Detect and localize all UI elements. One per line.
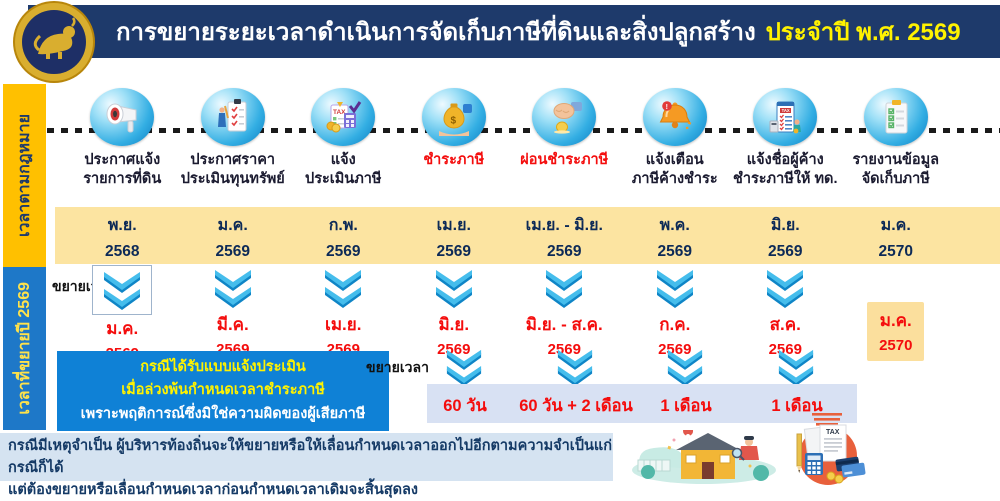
- legal-date: ม.ค.2570: [841, 213, 952, 261]
- info-line: เมื่อล่วงพ้นกำหนดเวลาชำระภาษี: [121, 379, 325, 402]
- sidebar-legal-time: เวลาตามกฎหมาย: [3, 84, 46, 267]
- sidebar-legal-label: เวลาตามกฎหมาย: [12, 114, 37, 237]
- page-title-text: การขยายระยะเวลาดำเนินการจัดเก็บภาษีที่ดิ…: [116, 19, 756, 46]
- dla-singha-emblem-logo: [12, 0, 96, 84]
- legal-months-row: พ.ย.2568 ม.ค.2569 ก.พ.2569 เม.ย.2569 เม.…: [67, 213, 951, 261]
- step-label: รายการที่ดิน: [83, 170, 161, 189]
- legal-date: มิ.ย.2569: [730, 213, 841, 261]
- sidebar-extended-label: เวลาที่ขยายปี 2569: [12, 282, 37, 415]
- footer-line: กรณีมีเหตุจำเป็น ผู้บริหารท้องถิ่นจะให้ข…: [8, 436, 613, 480]
- pay-tax-icon: $: [422, 88, 486, 146]
- double-chevron-down-icon: [774, 348, 818, 386]
- extended-date: เม.ย.2569: [288, 266, 399, 362]
- footer-line: แต่ต้องขยายหรือเลื่อนกำหนดเวลาก่อนกำหนดเ…: [8, 480, 613, 501]
- svg-text:$: $: [450, 116, 456, 127]
- double-chevron-down-icon: [553, 348, 597, 386]
- step-label: แจ้ง: [305, 151, 381, 170]
- header-bar: การขยายระยะเวลาดำเนินการจัดเก็บภาษีที่ดิ…: [28, 5, 1000, 58]
- reminder-bell-icon: !: [643, 88, 707, 146]
- step-label: แจ้งชื่อผู้ค้าง: [733, 151, 838, 170]
- step-label: แจ้งเตือน: [632, 151, 718, 170]
- sidebar-extended-time: เวลาที่ขยายปี 2569: [3, 267, 46, 430]
- extended-date: มี.ค.2569: [178, 266, 289, 362]
- extend-time-label: ขยายเวลา: [366, 357, 429, 379]
- step-price-announce: ประกาศราคาประเมินทุนทรัพย์: [178, 88, 289, 189]
- step-overdue-reminder: ! แจ้งเตือนภาษีค้างชำระ: [620, 88, 731, 189]
- megaphone-icon: [90, 88, 154, 146]
- duration-value: 60 วัน + 2 เดือน: [519, 393, 633, 419]
- double-chevron-down-icon: [663, 348, 707, 386]
- double-chevron-down-icon: [442, 348, 486, 386]
- svg-text:TAX: TAX: [782, 108, 790, 113]
- step-label: ประกาศแจ้ง: [83, 151, 161, 170]
- double-chevron-down-icon: [762, 266, 808, 310]
- legal-date: เม.ย.2569: [399, 213, 510, 261]
- legal-date: ก.พ.2569: [288, 213, 399, 261]
- tax-assessment-icon: TAX: [311, 88, 375, 146]
- legal-date: พ.ย.2568: [67, 213, 178, 261]
- step-label: ชำระภาษี: [423, 151, 484, 170]
- page-title-year: ประจำปี พ.ศ. 2569: [766, 19, 961, 46]
- installment-pay-icon: [532, 88, 596, 146]
- legal-date: เม.ย. - มิ.ย.2569: [509, 213, 620, 261]
- footer-note: กรณีมีเหตุจำเป็น ผู้บริหารท้องถิ่นจะให้ข…: [0, 433, 613, 481]
- extended-date: ม.ค.2569: [67, 266, 178, 362]
- house-survey-illustration: [630, 430, 778, 484]
- duration-value: 1 เดือน: [660, 393, 711, 419]
- legal-date: พ.ค.2569: [620, 213, 731, 261]
- step-label: ภาษีค้างชำระ: [632, 170, 718, 189]
- step-land-announce: ประกาศแจ้งรายการที่ดิน: [67, 88, 178, 189]
- step-label: ประเมินทุนทรัพย์: [181, 170, 285, 189]
- info-line: กรณีได้รับแบบแจ้งประเมิน: [140, 356, 306, 379]
- step-report: รายงานข้อมูลจัดเก็บภาษี: [841, 88, 952, 189]
- step-tax-assessment: TAX แจ้งประเมินภาษี: [288, 88, 399, 189]
- report-clipboard-icon: [864, 88, 928, 146]
- double-chevron-down-icon: [93, 266, 151, 314]
- double-chevron-down-icon: [320, 266, 366, 310]
- svg-text:!: !: [665, 104, 667, 111]
- step-label: ผ่อนชำระภาษี: [520, 151, 608, 170]
- debtor-list-icon: TAX: [753, 88, 817, 146]
- assessment-notice-info-box: กรณีได้รับแบบแจ้งประเมิน เมื่อล่วงพ้นกำห…: [57, 351, 389, 431]
- step-pay-tax: $ ชำระภาษี: [399, 88, 510, 189]
- duration-value: 60 วัน: [443, 393, 486, 419]
- step-label: ชำระภาษีให้ ทด.: [733, 170, 838, 189]
- survey-checklist-icon: [201, 88, 265, 146]
- step-label: รายงานข้อมูล: [852, 151, 939, 170]
- legal-date: ม.ค.2569: [178, 213, 289, 261]
- double-chevron-down-icon: [541, 266, 587, 310]
- step-debtor-list: TAX แจ้งชื่อผู้ค้างชำระภาษีให้ ทด.: [730, 88, 841, 189]
- step-label: ประกาศราคา: [181, 151, 285, 170]
- double-chevron-down-icon: [210, 266, 256, 310]
- extended-date: ม.ค.2570: [841, 266, 952, 362]
- step-label: ประเมินภาษี: [305, 170, 381, 189]
- svg-text:TAX: TAX: [826, 429, 840, 436]
- step-label: จัดเก็บภาษี: [852, 170, 939, 189]
- double-chevron-down-icon: [431, 266, 477, 310]
- page-title: การขยายระยะเวลาดำเนินการจัดเก็บภาษีที่ดิ…: [116, 12, 961, 51]
- info-line: เพราะพฤติการณ์ซึ่งมิใช่ความผิดของผู้เสีย…: [81, 403, 366, 426]
- extended-date-box: ม.ค.2570: [867, 302, 924, 361]
- extended-months-row: ม.ค.2569 มี.ค.2569 เม.ย.2569 มิ.ย.2569 ม…: [67, 266, 951, 362]
- step-installment: ผ่อนชำระภาษี: [509, 88, 620, 189]
- double-chevron-down-icon: [652, 266, 698, 310]
- tax-calculation-illustration: TAX: [778, 412, 878, 486]
- timeline-steps-row: ประกาศแจ้งรายการที่ดิน ประกาศราคาประเมิน…: [67, 88, 951, 189]
